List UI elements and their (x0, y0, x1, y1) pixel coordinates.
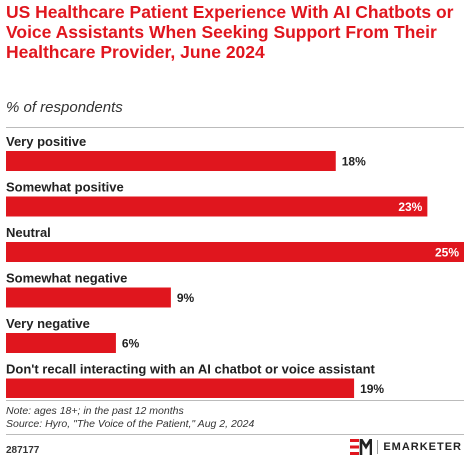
bar (6, 242, 464, 262)
category-label: Very positive (6, 134, 86, 149)
value-label: 18% (342, 155, 366, 169)
chart-source: Source: Hyro, "The Voice of the Patient,… (6, 418, 255, 430)
value-label: 19% (360, 382, 384, 396)
footer-divider (6, 400, 464, 401)
chart-subtitle: % of respondents (6, 99, 123, 116)
category-label: Neutral (6, 225, 51, 240)
bar-chart: Very positive 18% Somewhat positive 23% Neut… (6, 134, 464, 398)
header-divider (6, 127, 464, 128)
category-label: Very negative (6, 316, 90, 331)
category-label: Don't recall interacting with an AI chat… (6, 362, 376, 377)
category-label: Somewhat positive (6, 180, 124, 195)
bar (6, 378, 355, 398)
chart-note: Note: ages 18+; in the past 12 months (6, 405, 184, 417)
value-label: 9% (177, 291, 195, 305)
brand-logo: EMARKETER (350, 439, 462, 455)
bar (6, 151, 336, 171)
bar (6, 287, 171, 308)
brand-name: EMARKETER (383, 441, 462, 453)
value-label: 6% (122, 337, 140, 351)
brand-divider (377, 440, 379, 454)
bar (6, 333, 116, 353)
bar (6, 196, 428, 217)
chart-title: US Healthcare Patient Experience With AI… (6, 2, 454, 62)
chart-id: 287177 (6, 445, 40, 456)
value-label: 25% (435, 246, 459, 260)
bottom-divider (6, 434, 464, 435)
emarketer-logo-icon (350, 439, 373, 455)
value-label: 23% (398, 200, 422, 214)
category-label: Somewhat negative (6, 271, 127, 286)
